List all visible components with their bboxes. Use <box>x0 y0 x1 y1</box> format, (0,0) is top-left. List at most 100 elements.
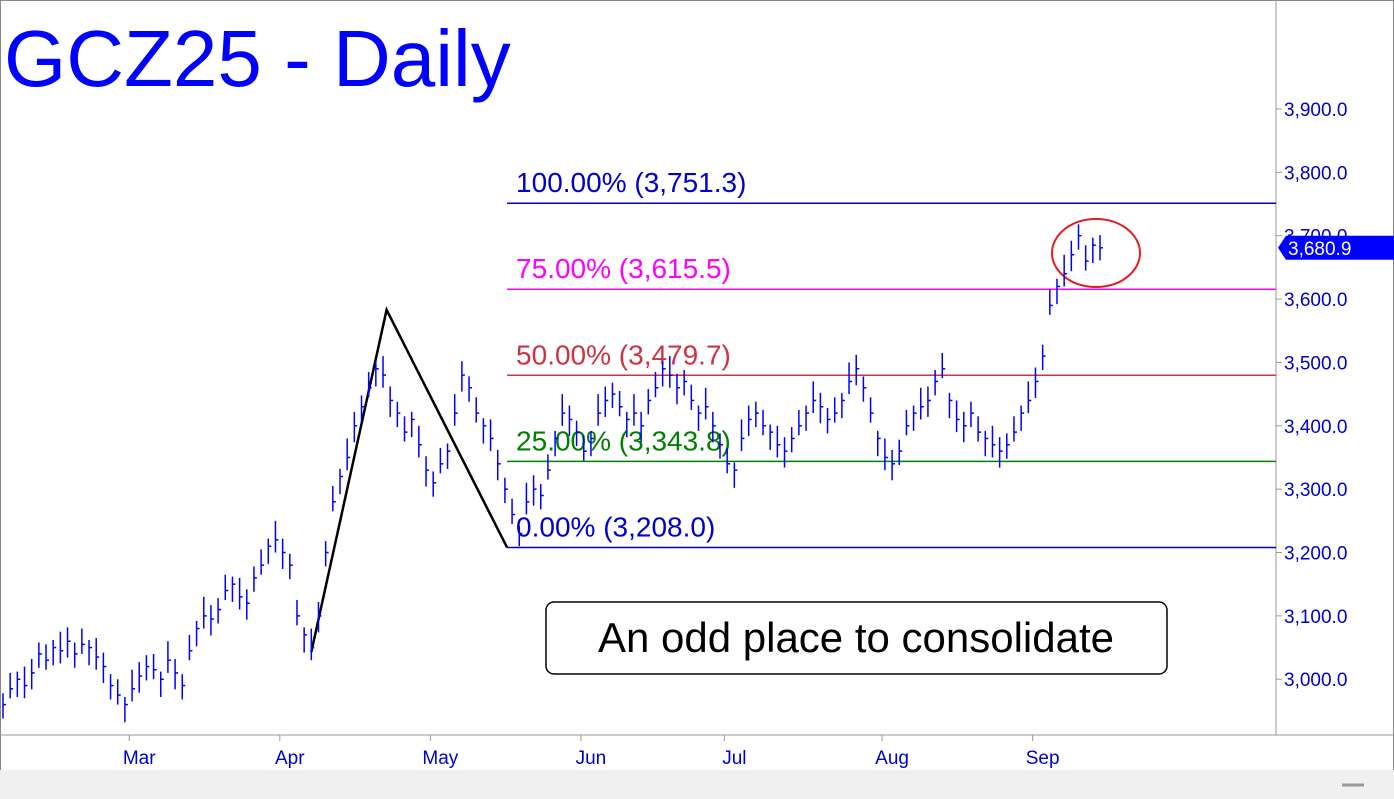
price-bar <box>389 386 394 417</box>
scroll-area <box>0 770 1394 799</box>
price-bar <box>869 397 874 423</box>
x-tick-label: Apr <box>275 748 305 769</box>
x-tick-label: Jun <box>576 748 607 769</box>
price-bar <box>755 401 759 428</box>
price-bar <box>798 409 802 436</box>
price-bar <box>446 443 451 469</box>
price-bar <box>905 409 910 436</box>
price-bar <box>862 376 867 402</box>
price-bar <box>633 394 637 426</box>
price-bar <box>1020 405 1025 431</box>
price-bar <box>970 401 974 428</box>
price-bar <box>45 644 50 670</box>
price-bar <box>231 576 236 602</box>
price-bar <box>439 447 444 474</box>
price-bar <box>604 386 609 417</box>
highlight-circle <box>1051 218 1141 288</box>
price-bar <box>159 671 164 697</box>
price-bar <box>81 628 85 654</box>
price-bar <box>855 354 860 386</box>
level-label: 75.00% (3,615.5) <box>516 253 731 284</box>
price-bar <box>690 384 695 410</box>
price-bar <box>461 361 465 392</box>
price-bar <box>203 596 207 629</box>
price-bar <box>891 449 896 481</box>
price-bar <box>1034 367 1039 398</box>
price-bar <box>1056 278 1060 305</box>
price-bar <box>590 430 594 457</box>
price-bar <box>611 382 616 409</box>
price-bar <box>210 605 214 636</box>
price-bar <box>310 628 315 661</box>
price-bar <box>367 371 372 398</box>
price-bar <box>174 658 179 690</box>
price-bar <box>1027 381 1032 414</box>
level-label: 25.00% (3,343.8) <box>516 425 731 456</box>
price-bar <box>540 484 544 510</box>
price-bar <box>841 392 845 419</box>
price-bar <box>289 553 293 580</box>
price-bar <box>955 400 960 433</box>
level-label: 100.00% (3,751.3) <box>516 167 746 198</box>
price-bar <box>920 387 924 420</box>
price-bar <box>927 386 931 417</box>
price-bar <box>66 627 71 658</box>
price-bar <box>375 361 379 387</box>
y-tick-label: 3,800.0 <box>1284 163 1347 184</box>
price-bar <box>525 482 530 515</box>
price-bar <box>1006 433 1010 459</box>
y-tick-label: 3,100.0 <box>1284 607 1347 628</box>
price-bar <box>991 425 996 458</box>
price-bar <box>1084 245 1089 271</box>
price-bar <box>575 420 580 447</box>
price-bar <box>296 600 300 626</box>
price-bar <box>998 437 1003 468</box>
price-bar <box>1041 344 1046 371</box>
price-bar <box>697 405 702 431</box>
price-bar <box>554 430 559 457</box>
price-bar <box>948 392 953 419</box>
price-bar <box>561 394 566 426</box>
price-bar <box>73 642 78 668</box>
price-bar <box>640 411 645 443</box>
price-bar <box>489 419 494 452</box>
y-tick-label: 3,000.0 <box>1284 670 1347 691</box>
price-bar <box>511 498 516 525</box>
price-bar <box>1070 240 1075 272</box>
price-bar <box>116 679 121 705</box>
price-bar <box>848 362 853 395</box>
price-bar <box>984 430 989 457</box>
price-bar <box>102 652 107 684</box>
x-tick-label: Jul <box>722 748 746 769</box>
price-bar <box>418 425 422 458</box>
price-bar <box>769 424 774 450</box>
price-bar <box>52 639 57 666</box>
price-bar <box>167 641 171 673</box>
level-label: 50.00% (3,479.7) <box>516 339 731 370</box>
last-price-label: 3,680.9 <box>1288 239 1351 260</box>
price-bar <box>145 655 150 681</box>
y-tick-label: 3,400.0 <box>1284 417 1347 438</box>
price-bar <box>267 538 272 564</box>
price-bar <box>912 405 917 431</box>
x-tick-label: May <box>422 748 458 769</box>
price-bar <box>1049 289 1053 315</box>
x-tick-label: Sep <box>1026 748 1060 769</box>
price-bar <box>618 390 623 417</box>
price-bar <box>941 352 946 379</box>
price-bar <box>482 418 487 444</box>
price-bar <box>274 520 279 553</box>
price-bar <box>396 401 401 428</box>
price-bar <box>468 376 473 402</box>
price-bar <box>353 411 358 443</box>
price-bar <box>676 373 680 405</box>
price-bar <box>332 485 336 512</box>
price-bar <box>403 416 408 442</box>
price-bar <box>432 471 437 497</box>
price-bar <box>819 392 824 424</box>
price-bar <box>568 405 573 436</box>
price-bar <box>647 389 652 415</box>
price-bar <box>346 438 351 471</box>
price-bar <box>1092 237 1096 263</box>
